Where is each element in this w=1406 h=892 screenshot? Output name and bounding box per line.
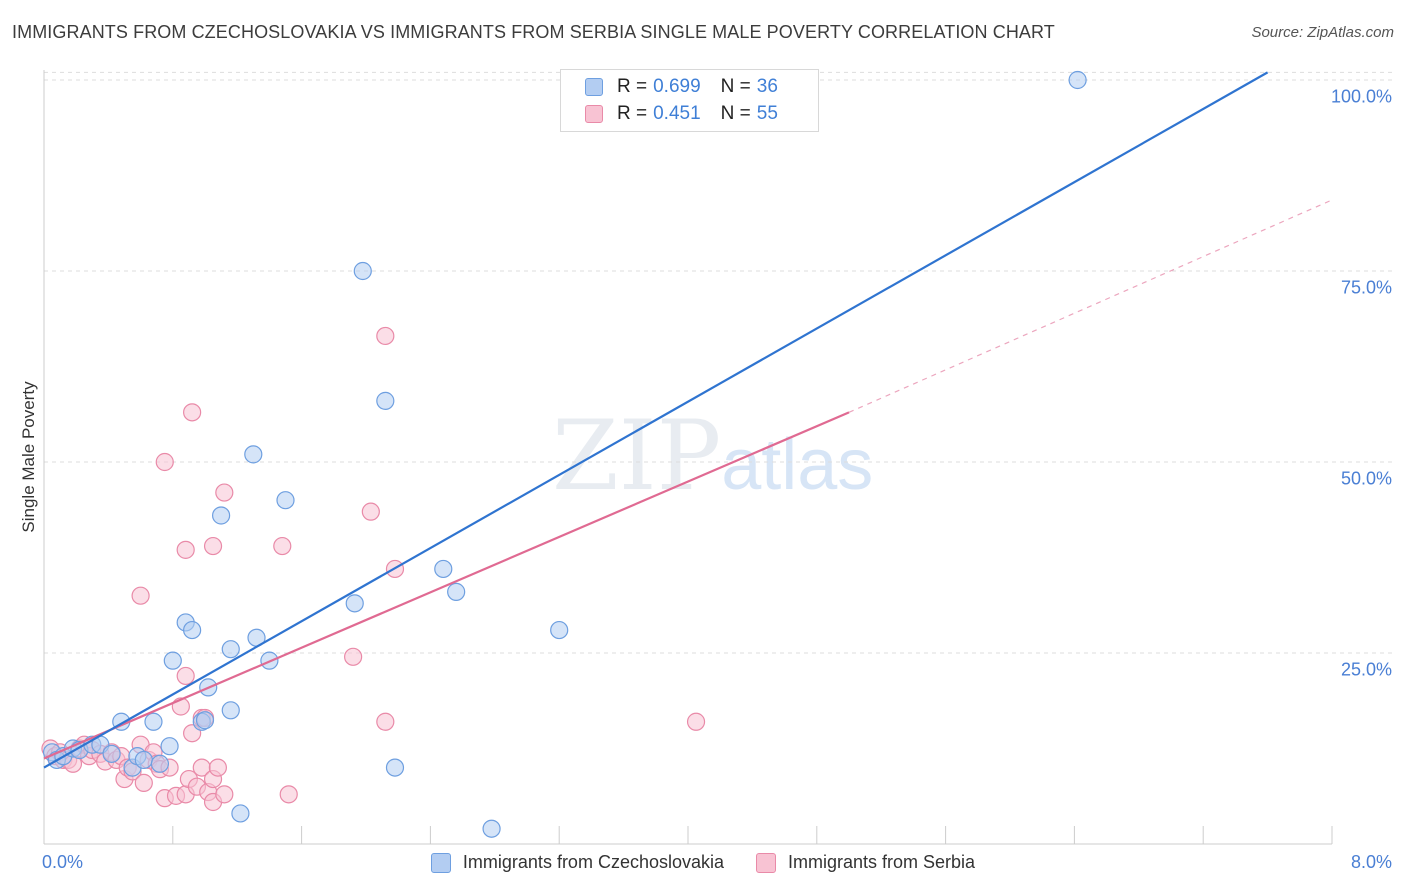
serbia-n-label: N = — [720, 103, 751, 124]
serbia-point — [203, 536, 223, 556]
serbia-swatch — [585, 105, 603, 123]
czech-point — [231, 804, 250, 823]
y-tick-75: 75.0% — [1340, 277, 1392, 298]
serbia-r-value: 0.451 — [653, 103, 701, 124]
czech-trend-line — [43, 71, 1269, 769]
legend-row-serbia: R = 0.451 N = 55 — [585, 102, 778, 126]
correlation-legend: R = 0.699 N = 36 R = 0.451 N = 55 — [560, 69, 819, 132]
czech-point — [134, 750, 153, 770]
serbia-points — [41, 326, 706, 812]
czech-r-label: R = — [617, 76, 648, 97]
serbia-point — [279, 785, 298, 804]
czech-point — [163, 651, 182, 670]
serbia-point — [176, 666, 195, 686]
serbia-point — [376, 712, 395, 731]
zipatlas-watermark: ZIPatlas — [552, 400, 873, 512]
czech-legend-swatch — [430, 852, 451, 873]
serbia-trend-line — [43, 411, 850, 760]
y-tick-100: 100.0% — [1330, 86, 1392, 107]
serbia-point — [361, 502, 380, 521]
watermark-atlas: atlas — [721, 425, 874, 505]
czech-point — [183, 620, 202, 640]
czech-point — [353, 261, 372, 281]
serbia-point — [344, 647, 363, 666]
serbia-point — [183, 403, 202, 422]
czech-point — [160, 737, 179, 756]
czech-point — [447, 582, 466, 601]
czech-point — [221, 640, 240, 659]
czech-point — [376, 391, 395, 410]
czech-point — [385, 758, 405, 777]
serbia-r-label: R = — [617, 103, 648, 124]
y-tick-50: 50.0% — [1340, 468, 1392, 489]
serbia-point — [686, 712, 706, 731]
legend-item-serbia: Immigrants from Serbia — [756, 852, 975, 873]
serbia-point — [215, 785, 234, 804]
czech-point — [550, 620, 569, 640]
source-credit: Source: ZipAtlas.com — [1251, 24, 1394, 41]
czech-legend-label: Immigrants from Czechoslovakia — [462, 852, 725, 872]
serbia-point — [208, 758, 227, 777]
czech-point — [212, 506, 231, 525]
czech-point — [221, 701, 240, 720]
czech-point — [144, 712, 163, 731]
czech-point — [482, 819, 501, 838]
czech-point — [434, 559, 453, 579]
serbia-n-value: 55 — [756, 103, 778, 124]
serbia-point — [134, 773, 153, 792]
serbia-point — [131, 586, 150, 605]
gridlines — [44, 71, 1392, 654]
czech-r-value: 0.699 — [653, 76, 701, 97]
series-legend: Immigrants from Czechoslovakia Immigrant… — [0, 852, 1406, 873]
czech-n-label: N = — [720, 76, 751, 97]
y-tick-25: 25.0% — [1340, 659, 1392, 680]
y-axis-label: Single Male Poverty — [19, 381, 38, 533]
legend-row-czech: R = 0.699 N = 36 — [585, 75, 778, 99]
serbia-point — [155, 452, 174, 472]
legend-item-czech: Immigrants from Czechoslovakia — [430, 852, 725, 873]
serbia-point — [176, 540, 195, 559]
serbia-point — [273, 536, 292, 556]
czech-point — [244, 445, 263, 464]
czech-point — [1068, 70, 1087, 90]
axes — [43, 70, 1333, 845]
czech-point — [102, 744, 121, 763]
czech-swatch — [585, 78, 603, 96]
trend-lines — [43, 71, 1333, 769]
watermark-zip: ZIP — [552, 400, 722, 512]
serbia-point — [376, 326, 395, 346]
czech-points — [42, 70, 1087, 838]
serbia-legend-swatch — [756, 852, 777, 873]
serbia-point — [215, 483, 234, 502]
czech-point — [195, 711, 215, 730]
chart-title: IMMIGRANTS FROM CZECHOSLOVAKIA VS IMMIGR… — [12, 22, 1055, 42]
x-tick-max: 8.0% — [1350, 852, 1392, 872]
serbia-trend-extension — [848, 199, 1333, 413]
czech-point — [150, 754, 170, 773]
czech-point — [345, 594, 364, 613]
x-tick-min: 0.0% — [42, 852, 84, 872]
czech-n-value: 36 — [756, 76, 778, 97]
czech-point — [276, 491, 295, 510]
serbia-legend-label: Immigrants from Serbia — [788, 852, 976, 872]
